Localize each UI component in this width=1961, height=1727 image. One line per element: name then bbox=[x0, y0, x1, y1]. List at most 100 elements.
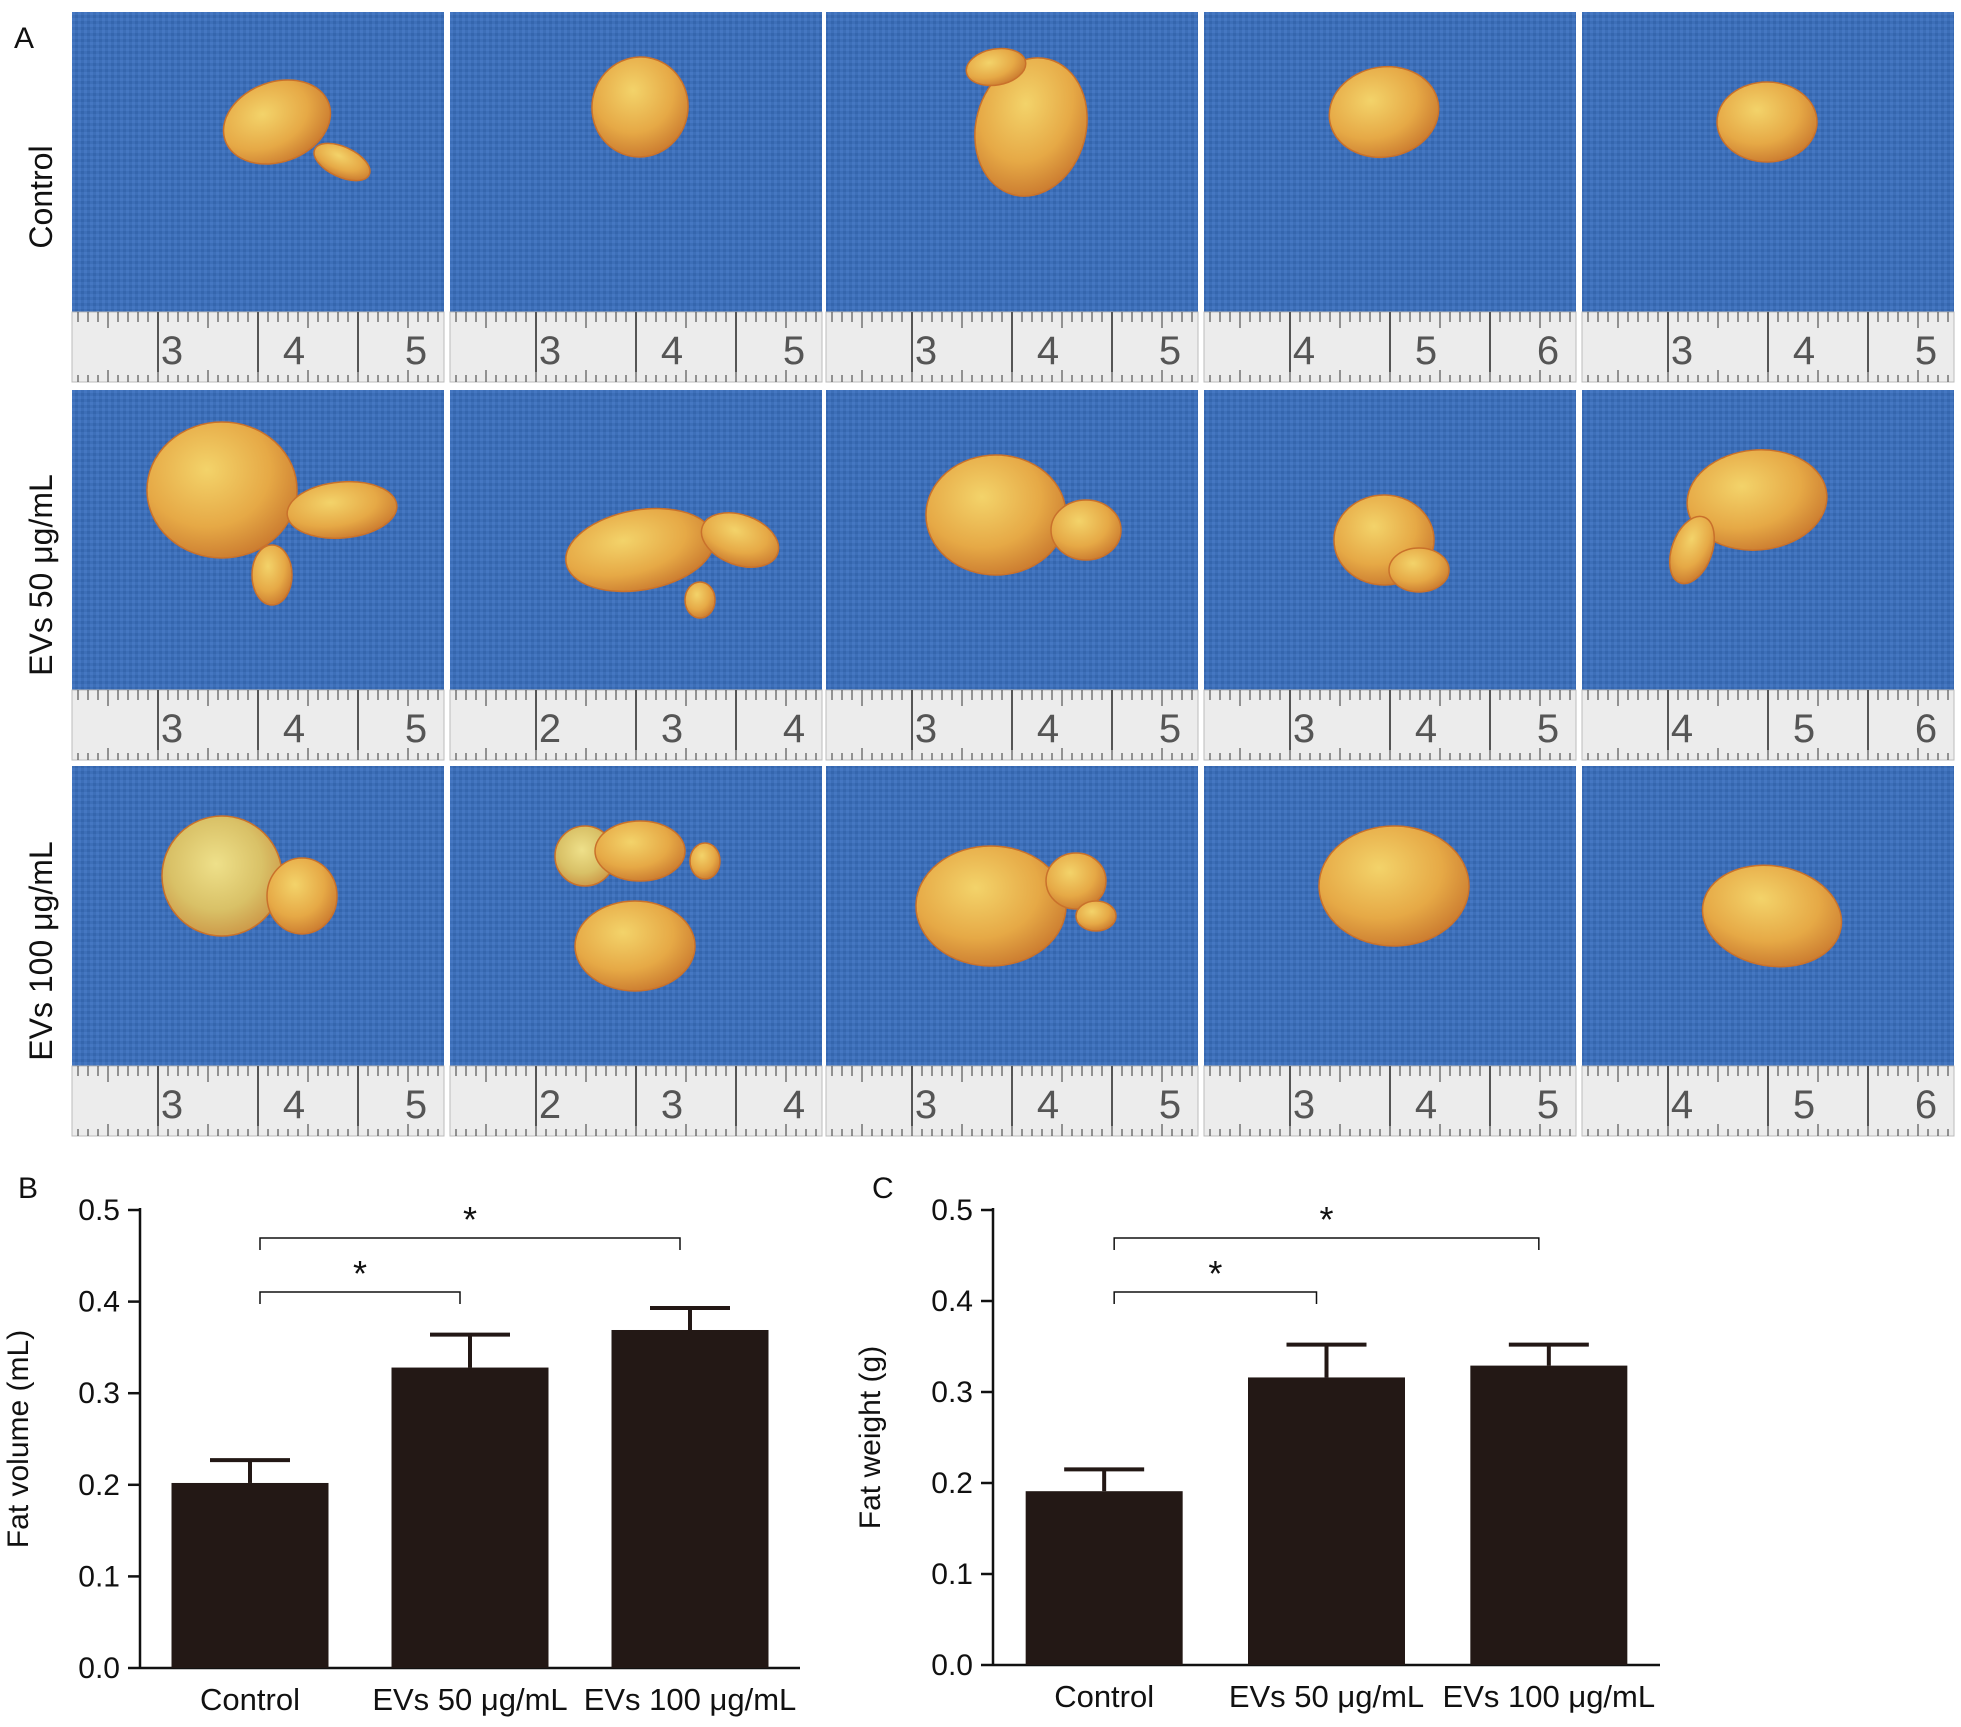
ruler-number: 6 bbox=[1537, 329, 1559, 373]
ruler-number: 5 bbox=[405, 1083, 427, 1127]
bar bbox=[1470, 1365, 1628, 1665]
ruler-number: 4 bbox=[283, 707, 305, 751]
fat-graft-photo: 3 4 5 bbox=[71, 12, 445, 383]
y-tick-label: 0.1 bbox=[78, 1560, 120, 1593]
fat-tissue-sample bbox=[286, 480, 398, 540]
fat-graft-photo: 4 5 6 bbox=[1581, 766, 1955, 1137]
fat-tissue-sample bbox=[1668, 515, 1716, 585]
panel-letter: B bbox=[18, 1172, 38, 1205]
fat-tissue-sample bbox=[251, 544, 293, 606]
fat-tissue-sample bbox=[1075, 900, 1117, 932]
ruler-number: 3 bbox=[915, 707, 937, 751]
ruler-number: 3 bbox=[661, 1083, 683, 1127]
row-label: EVs 100 μg/mL bbox=[23, 841, 59, 1060]
ruler-number: 4 bbox=[1415, 707, 1437, 751]
y-tick-label: 0.3 bbox=[78, 1377, 120, 1410]
fat-graft-photo: 3 4 5 bbox=[825, 766, 1199, 1137]
significance-star: * bbox=[463, 1199, 477, 1240]
ruler-number: 4 bbox=[1037, 329, 1059, 373]
fat-tissue-sample bbox=[915, 845, 1067, 967]
fat-tissue-sample bbox=[594, 820, 686, 882]
ruler-number: 5 bbox=[1537, 1083, 1559, 1127]
fat-graft-photo: 2 3 4 bbox=[449, 766, 823, 1137]
ruler-number: 5 bbox=[1793, 1083, 1815, 1127]
fat-graft-photo: 4 5 6 bbox=[1581, 390, 1955, 761]
ruler-number: 3 bbox=[661, 707, 683, 751]
panel-a-letter: A bbox=[14, 22, 34, 55]
fat-tissue-sample bbox=[266, 857, 338, 935]
fat-tissue-sample bbox=[1388, 547, 1450, 593]
fat-tissue-sample bbox=[161, 815, 283, 937]
fat-graft-photo: 3 4 5 bbox=[825, 390, 1199, 761]
fat-tissue-sample bbox=[1318, 825, 1470, 947]
ruler-number: 3 bbox=[161, 1083, 183, 1127]
fat-tissue-sample bbox=[1701, 864, 1843, 968]
ruler-number: 6 bbox=[1915, 1083, 1937, 1127]
ruler-number: 4 bbox=[1671, 707, 1693, 751]
y-axis-label: Fat weight (g) bbox=[854, 1346, 887, 1529]
fat-tissue-sample bbox=[700, 512, 780, 568]
ruler-number: 3 bbox=[1293, 1083, 1315, 1127]
y-tick-label: 0.1 bbox=[931, 1558, 973, 1591]
ruler-number: 4 bbox=[661, 329, 683, 373]
y-tick-label: 0.5 bbox=[78, 1194, 120, 1227]
y-tick-label: 0.2 bbox=[78, 1469, 120, 1502]
panel-a-photo-grid: Control 3 4 5 3 4 5 3 4 5 4 5 6 3 4 5 EVs 50 μg/mL 3 4 5 2 3 4… bbox=[23, 12, 1955, 1137]
fat-tissue-sample bbox=[591, 56, 689, 158]
ruler-number: 3 bbox=[1293, 707, 1315, 751]
y-tick-label: 0.0 bbox=[931, 1649, 973, 1682]
category-label: EVs 50 μg/mL bbox=[372, 1682, 567, 1717]
fat-tissue-sample bbox=[574, 900, 696, 992]
significance-star: * bbox=[1208, 1253, 1222, 1294]
panel-b-chart: B 0.0 0.1 0.2 0.3 0.4 0.5 Fat volume (mL) Contro… bbox=[2, 1172, 800, 1717]
ruler-number: 3 bbox=[539, 329, 561, 373]
fat-graft-photo: 3 4 5 bbox=[449, 12, 823, 383]
bar bbox=[391, 1367, 549, 1668]
ruler-number: 3 bbox=[1671, 329, 1693, 373]
ruler-number: 5 bbox=[1415, 329, 1437, 373]
ruler-number: 5 bbox=[405, 707, 427, 751]
significance-bracket bbox=[259, 1237, 681, 1250]
fat-tissue-sample bbox=[1328, 65, 1440, 159]
ruler-number: 5 bbox=[1915, 329, 1937, 373]
fat-tissue-sample bbox=[684, 581, 716, 619]
ruler-number: 2 bbox=[539, 1083, 561, 1127]
category-label: Control bbox=[200, 1682, 300, 1717]
y-tick-label: 0.3 bbox=[931, 1376, 973, 1409]
significance-star: * bbox=[1319, 1199, 1333, 1240]
ruler-number: 5 bbox=[1159, 1083, 1181, 1127]
significance-bracket bbox=[259, 1291, 461, 1304]
fat-tissue-sample bbox=[313, 142, 371, 182]
ruler-number: 4 bbox=[783, 707, 805, 751]
fat-tissue-sample bbox=[965, 47, 1027, 87]
panel-c-chart: C 0.0 0.1 0.2 0.3 0.4 0.5 Fat weight (g) Control… bbox=[854, 1172, 1660, 1714]
fat-graft-photo: 2 3 4 bbox=[449, 390, 823, 761]
bar bbox=[1025, 1491, 1183, 1665]
fat-tissue-sample bbox=[974, 57, 1088, 197]
fat-tissue-sample bbox=[222, 79, 332, 165]
category-label: Control bbox=[1054, 1679, 1154, 1714]
ruler-number: 3 bbox=[161, 707, 183, 751]
category-label: EVs 100 μg/mL bbox=[1443, 1679, 1656, 1714]
fat-tissue-sample bbox=[1050, 499, 1122, 561]
panel-letter: C bbox=[872, 1172, 894, 1205]
y-tick-label: 0.4 bbox=[78, 1286, 120, 1319]
category-label: EVs 100 μg/mL bbox=[584, 1682, 797, 1717]
ruler-number: 2 bbox=[539, 707, 561, 751]
ruler-number: 4 bbox=[283, 329, 305, 373]
fat-graft-photo: 4 5 6 bbox=[1203, 12, 1577, 383]
fat-graft-photo: 3 4 5 bbox=[71, 766, 445, 1137]
fat-graft-photo: 3 4 5 bbox=[825, 12, 1199, 383]
row-label: Control bbox=[23, 145, 59, 248]
ruler-number: 5 bbox=[1793, 707, 1815, 751]
fat-tissue-sample bbox=[1045, 852, 1107, 910]
y-tick-label: 0.2 bbox=[931, 1467, 973, 1500]
category-label: EVs 50 μg/mL bbox=[1229, 1679, 1424, 1714]
ruler-number: 4 bbox=[283, 1083, 305, 1127]
ruler-number: 3 bbox=[915, 1083, 937, 1127]
fat-tissue-sample bbox=[1686, 449, 1828, 551]
fat-tissue-sample bbox=[1716, 81, 1818, 163]
ruler-number: 4 bbox=[1037, 707, 1059, 751]
y-tick-label: 0.0 bbox=[78, 1652, 120, 1685]
ruler-number: 4 bbox=[1293, 329, 1315, 373]
